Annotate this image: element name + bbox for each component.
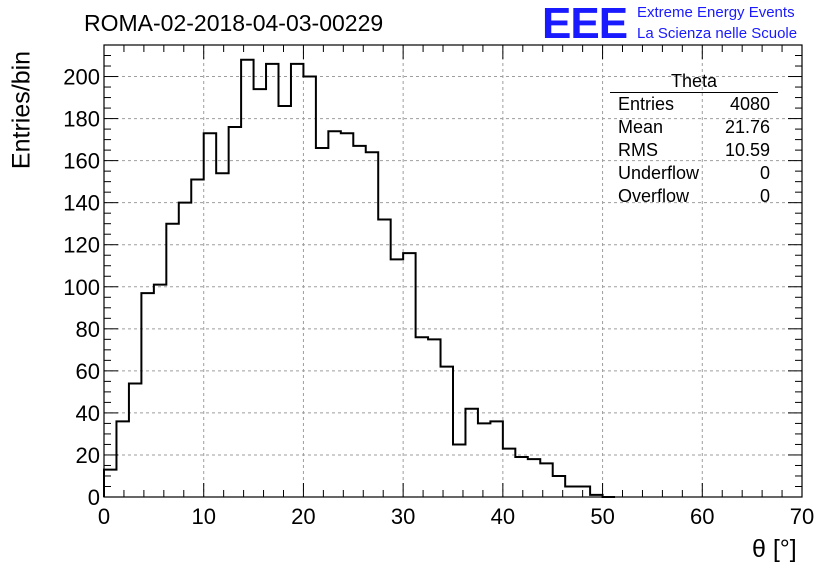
histogram-bin	[129, 383, 141, 497]
y-tick-label: 60	[76, 359, 100, 384]
x-tick-label: 50	[590, 504, 614, 529]
histogram-bin	[204, 133, 216, 497]
y-tick-label: 0	[88, 485, 100, 510]
histogram-bin	[191, 180, 203, 497]
histogram-bin	[353, 146, 365, 497]
histogram-bin	[416, 337, 428, 497]
histogram-bin	[503, 449, 515, 497]
histogram-bin	[254, 89, 266, 497]
stats-value: 0	[759, 186, 770, 206]
logo-subtitle-line2: La Scienza nelle Scuole	[637, 25, 798, 42]
y-tick-label: 160	[63, 149, 100, 174]
y-axis-label-box: Entries/bin	[5, 40, 39, 180]
histogram-bin	[104, 470, 116, 497]
histogram-bin	[540, 463, 552, 497]
stats-value: 21.76	[724, 117, 770, 137]
histogram-bin	[366, 152, 378, 497]
stats-box: Theta Entries 4080 Mean 21.76 RMS 10.59 …	[610, 71, 778, 208]
y-tick-label: 40	[76, 401, 100, 426]
x-axis-label: θ [°]	[752, 535, 797, 563]
stats-label: Mean	[618, 117, 664, 137]
y-tick-label: 100	[63, 275, 100, 300]
logo-subtitle-line1: Extreme Energy Events	[637, 4, 795, 21]
x-tick-label: 60	[690, 504, 714, 529]
histogram-bin	[578, 486, 590, 497]
stats-label: Overflow	[618, 186, 690, 206]
histogram-bin	[266, 64, 278, 497]
histogram-bin	[154, 285, 166, 497]
histogram-bin	[241, 60, 253, 497]
stats-title: Theta	[610, 71, 778, 93]
x-tick-label: 0	[98, 504, 110, 529]
stats-value: 0	[759, 163, 770, 183]
histogram-bin	[478, 423, 490, 497]
histogram-bin	[528, 459, 540, 497]
stats-label: RMS	[618, 140, 658, 160]
histogram-bin	[291, 64, 303, 497]
y-tick-label: 200	[63, 65, 100, 90]
histogram-bin	[116, 421, 128, 497]
histogram-bin	[141, 293, 153, 497]
y-axis-label: Entries/bin	[7, 50, 36, 170]
y-tick-label: 120	[63, 233, 100, 258]
y-tick-label: 80	[76, 317, 100, 342]
plot-frame	[103, 44, 803, 498]
histogram-bin	[279, 106, 291, 497]
x-tick-label: 30	[391, 504, 415, 529]
run-title: ROMA-02-2018-04-03-00229	[84, 10, 384, 36]
histogram-bin	[216, 173, 228, 497]
histogram-bin	[166, 224, 178, 497]
histogram-bin	[490, 421, 502, 497]
histogram-bin	[391, 259, 403, 497]
histogram-bin	[465, 409, 477, 497]
histogram-bin	[453, 444, 465, 497]
histogram-bin	[316, 148, 328, 497]
histogram-bin	[441, 367, 453, 497]
x-tick-label: 40	[491, 504, 515, 529]
x-tick-label: 70	[790, 504, 814, 529]
stats-row: Entries 4080	[610, 93, 778, 116]
stats-label: Underflow	[618, 163, 700, 183]
stats-value: 4080	[729, 94, 770, 114]
stats-row: RMS 10.59	[610, 139, 778, 162]
x-tick-label: 20	[291, 504, 315, 529]
histogram-bin	[553, 476, 565, 497]
y-tick-label: 20	[76, 443, 100, 468]
stats-label: Entries	[618, 94, 675, 114]
histogram-line	[103, 58, 616, 498]
histogram-bin	[229, 127, 241, 497]
stats-row: Mean 21.76	[610, 116, 778, 139]
stats-value: 10.59	[724, 140, 770, 160]
histogram-bin	[328, 131, 340, 497]
histogram-bin	[428, 339, 440, 497]
histogram-bin	[179, 203, 191, 497]
x-tick-label: 10	[191, 504, 215, 529]
histogram-bin	[403, 253, 415, 497]
histogram-bin	[565, 486, 577, 497]
stats-row: Overflow 0	[610, 185, 778, 208]
y-tick-label: 140	[63, 191, 100, 216]
histogram-bin	[341, 133, 353, 497]
eee-logo: EEE	[542, 0, 628, 48]
histogram-bin	[515, 457, 527, 497]
y-tick-label: 180	[63, 107, 100, 132]
stats-row: Underflow 0	[610, 162, 778, 185]
